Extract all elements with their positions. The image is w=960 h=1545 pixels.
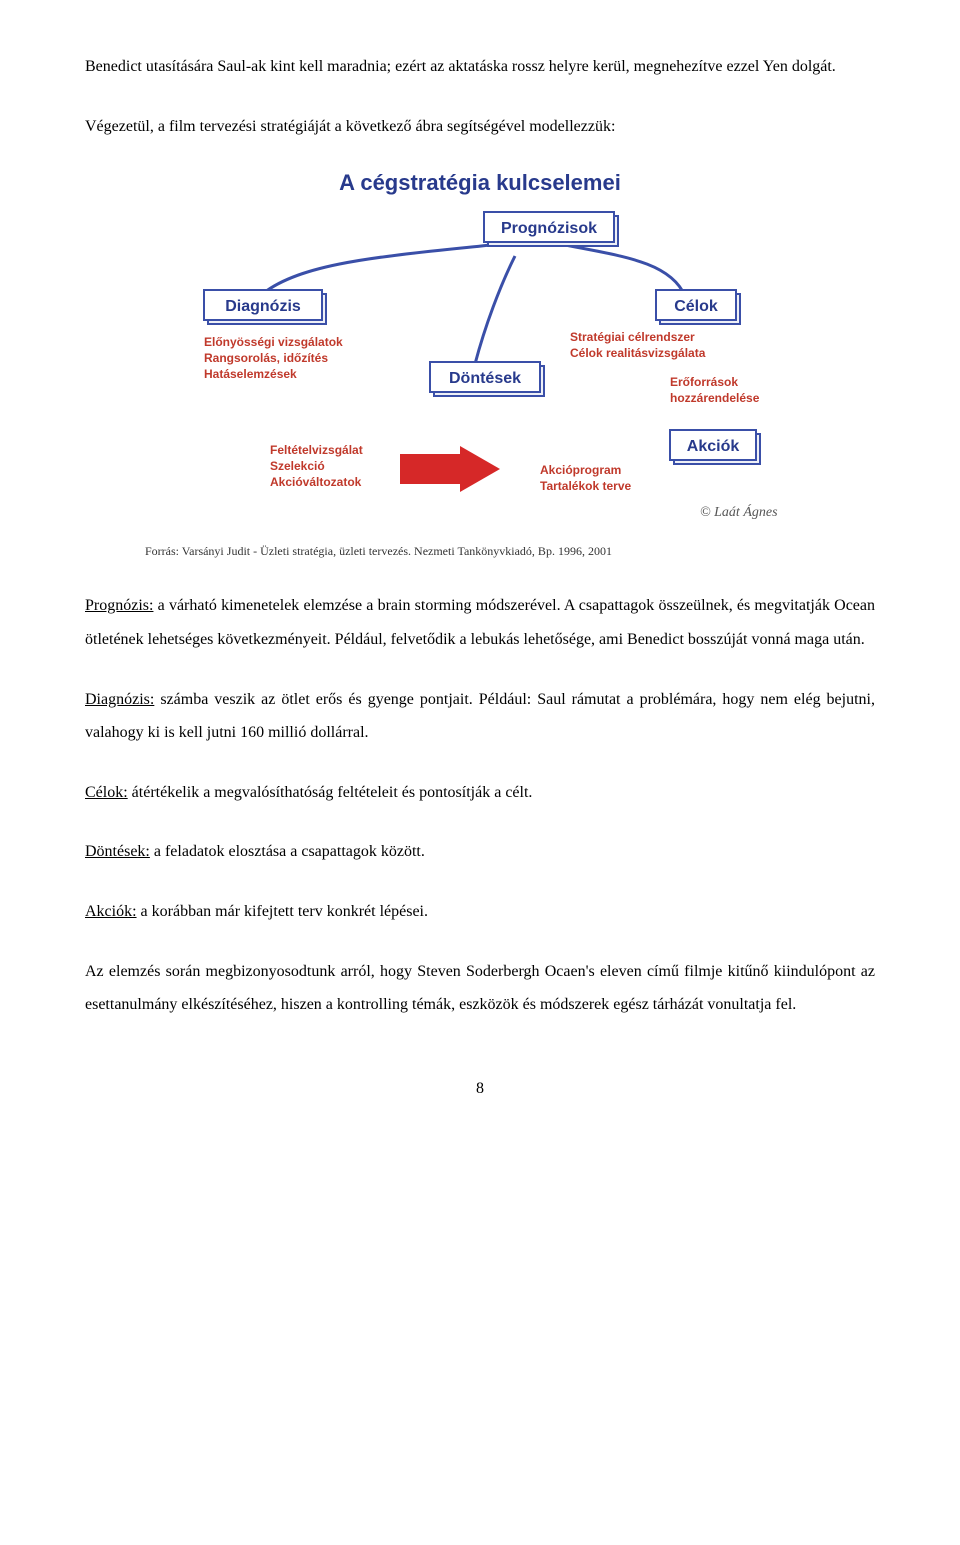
paragraph-dontesek: Döntések: a feladatok elosztása a csapat… [85,835,875,869]
paragraph-prognozis: Prognózis: a várható kimenetelek elemzés… [85,589,875,656]
eroforras-line-0: Erőforrások [670,375,738,389]
node-diagnozis-label: Diagnózis [225,298,301,315]
diag-line-1: Rangsorolás, időzítés [204,351,328,365]
node-dontesek: Döntések [430,362,544,396]
akcio-left-2: Akcióváltozatok [270,475,362,489]
lead-celok: Célok: [85,784,128,801]
akcio-left-0: Feltételvizsgálat [270,443,363,457]
curve-prog-to-diag [260,244,500,296]
lead-dontesek: Döntések: [85,843,150,860]
intro-paragraph-1: Benedict utasítására Saul-ak kint kell m… [85,50,875,84]
node-prognozisok-label: Prognózisok [501,220,597,237]
text-diagnozis: számba veszik az ötlet erős és gyenge po… [85,691,875,742]
node-akciok-label: Akciók [687,438,740,455]
node-prognozisok: Prognózisok [484,212,618,246]
curve-prog-to-dont [475,256,515,364]
text-celok: átértékelik a megvalósíthatóság feltétel… [128,784,533,801]
paragraph-diagnozis: Diagnózis: számba veszik az ötlet erős é… [85,683,875,750]
node-celok-label: Célok [674,298,718,315]
akcio-left-1: Szelekció [270,459,325,473]
eroforras-line-1: hozzárendelése [670,391,760,405]
diag-line-0: Előnyösségi vizsgálatok [204,335,343,349]
celok-line-1: Célok realitásvizsgálata [570,346,706,360]
diagram-source: Forrás: Varsányi Judit - Üzleti stratégi… [145,544,875,560]
page-number: 8 [85,1072,875,1106]
text-prognozis: a várható kimenetelek elemzése a brain s… [85,597,875,648]
curve-prog-to-celok [560,244,685,296]
diag-line-2: Hatáselemzések [204,367,297,381]
akcio-right-0: Akcióprogram [540,463,621,477]
lead-diagnozis: Diagnózis: [85,691,154,708]
strategy-diagram: A cégstratégia kulcselemei Prognózisok D… [85,169,875,559]
text-akciok: a korábban már kifejtett terv konkrét lé… [137,903,428,920]
red-arrow-icon [400,446,500,492]
node-diagnozis: Diagnózis [204,290,326,324]
paragraph-akciok: Akciók: a korábban már kifejtett terv ko… [85,895,875,929]
node-dontesek-label: Döntések [449,370,521,387]
diagram-signature: © Laát Ágnes [700,503,778,520]
paragraph-celok: Célok: átértékelik a megvalósíthatóság f… [85,776,875,810]
lead-prognozis: Prognózis: [85,597,153,614]
text-dontesek: a feladatok elosztása a csapattagok közö… [150,843,425,860]
akcio-right-1: Tartalékok terve [540,479,631,493]
lead-akciok: Akciók: [85,903,137,920]
node-akciok: Akciók [670,430,760,464]
intro-paragraph-2: Végezetül, a film tervezési stratégiáját… [85,110,875,144]
celok-line-0: Stratégiai célrendszer [570,330,695,344]
node-celok: Célok [656,290,740,324]
diagram-title: A cégstratégia kulcselemei [85,169,875,198]
diagram-svg: Prognózisok Diagnózis Célok Előnyösségi … [140,206,820,526]
paragraph-closing: Az elemzés során megbizonyosodtunk arról… [85,955,875,1022]
